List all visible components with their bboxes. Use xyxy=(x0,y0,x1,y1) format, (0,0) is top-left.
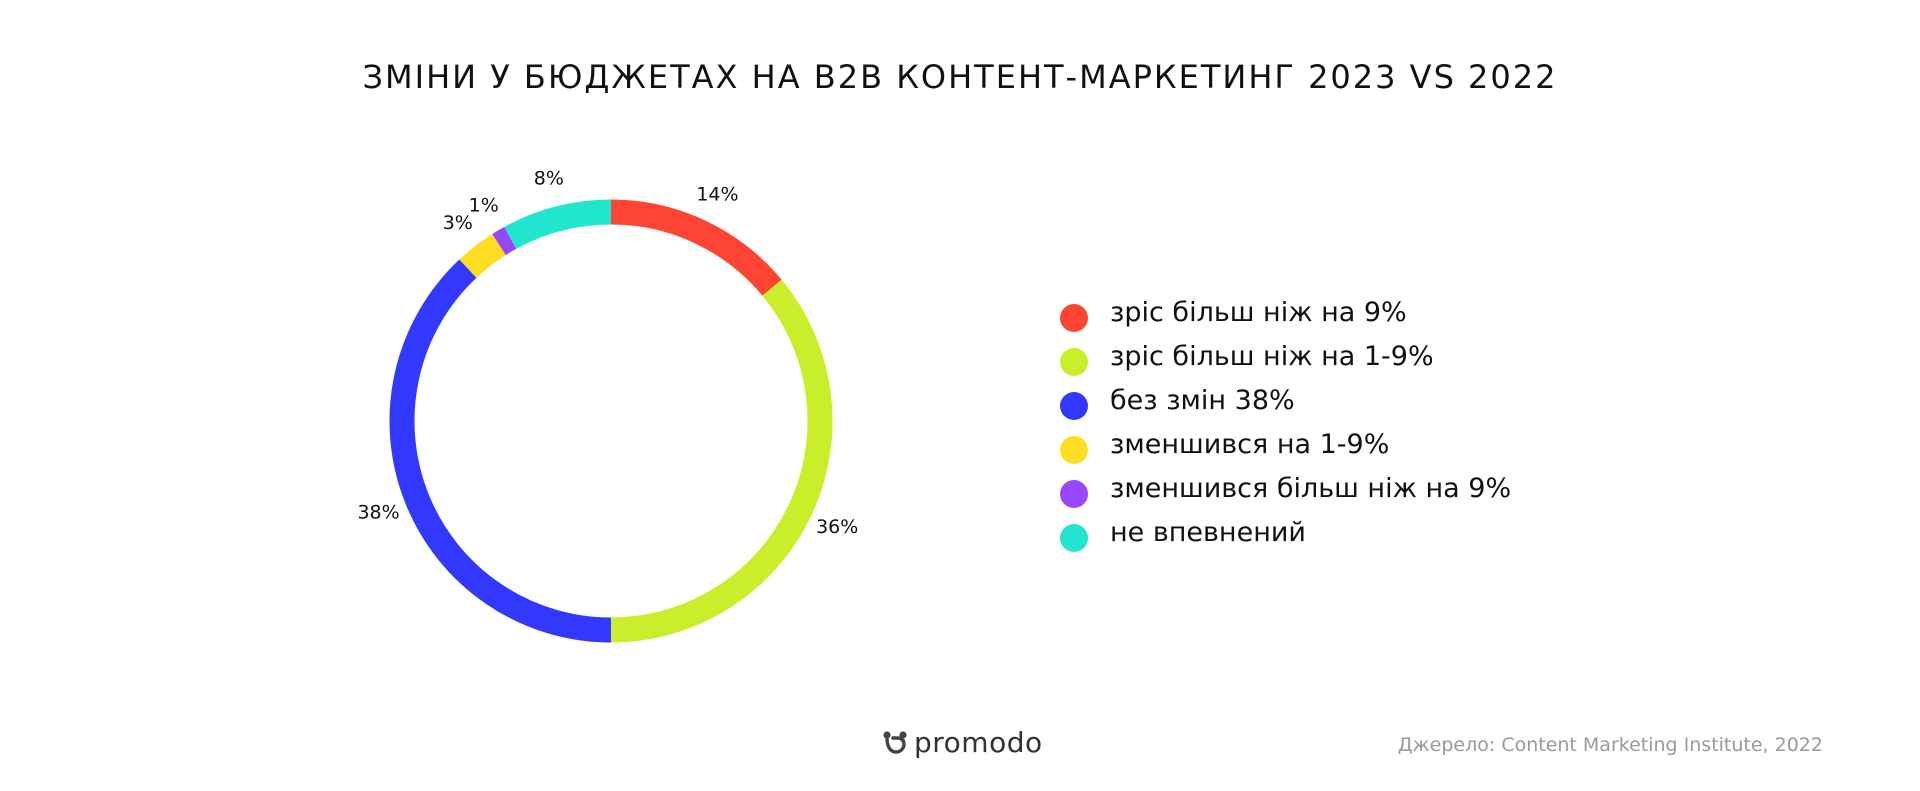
legend-marker xyxy=(1060,524,1088,552)
slice-data-label: 14% xyxy=(696,183,738,205)
donut-slice xyxy=(610,199,782,296)
legend-item: зменшився на 1-9% xyxy=(1060,422,1511,466)
source-note: Джерело: Content Marketing Institute, 20… xyxy=(1397,734,1823,756)
slice-data-label: 3% xyxy=(443,212,473,234)
donut-slice xyxy=(610,279,833,643)
chart-title: ЗМІНИ У БЮДЖЕТАХ НА B2B КОНТЕНТ-МАРКЕТИН… xyxy=(362,58,1558,96)
donut-slice xyxy=(389,259,612,643)
legend-marker xyxy=(1060,392,1088,420)
legend-item: зріс більш ніж на 1-9% xyxy=(1060,334,1511,378)
slice-data-label: 8% xyxy=(534,167,564,189)
brand-logo: promodo xyxy=(882,726,1043,759)
legend-item: зменшився більш ніж на 9% xyxy=(1060,466,1511,510)
legend-marker xyxy=(1060,304,1088,332)
legend-label: без змін 38% xyxy=(1110,384,1295,416)
chart-legend: зріс більш ніж на 9% зріс більш ніж на 1… xyxy=(1060,290,1511,554)
donut-slice xyxy=(492,226,517,256)
legend-label: зріс більш ніж на 1-9% xyxy=(1110,340,1434,372)
promodo-logo-icon xyxy=(883,730,907,754)
donut-slice xyxy=(504,199,612,249)
legend-label: зменшився на 1-9% xyxy=(1110,428,1390,460)
legend-label: зріс більш ніж на 9% xyxy=(1110,296,1407,328)
slice-data-label: 38% xyxy=(357,502,399,524)
donut-slice xyxy=(459,233,506,278)
legend-item: зріс більш ніж на 9% xyxy=(1060,290,1511,334)
legend-item: не впевнений xyxy=(1060,510,1511,554)
legend-item: без змін 38% xyxy=(1060,378,1511,422)
slice-data-label: 36% xyxy=(816,516,858,538)
brand-name: promodo xyxy=(914,726,1043,759)
legend-label: зменшився більш ніж на 9% xyxy=(1110,472,1512,504)
legend-label: не впевнений xyxy=(1110,516,1306,548)
donut-chart: 14% 36% 38% 3%1% 8% xyxy=(357,167,858,643)
legend-marker xyxy=(1060,436,1088,464)
slice-data-label: 1% xyxy=(469,194,499,216)
legend-marker xyxy=(1060,480,1088,508)
legend-marker xyxy=(1060,348,1088,376)
